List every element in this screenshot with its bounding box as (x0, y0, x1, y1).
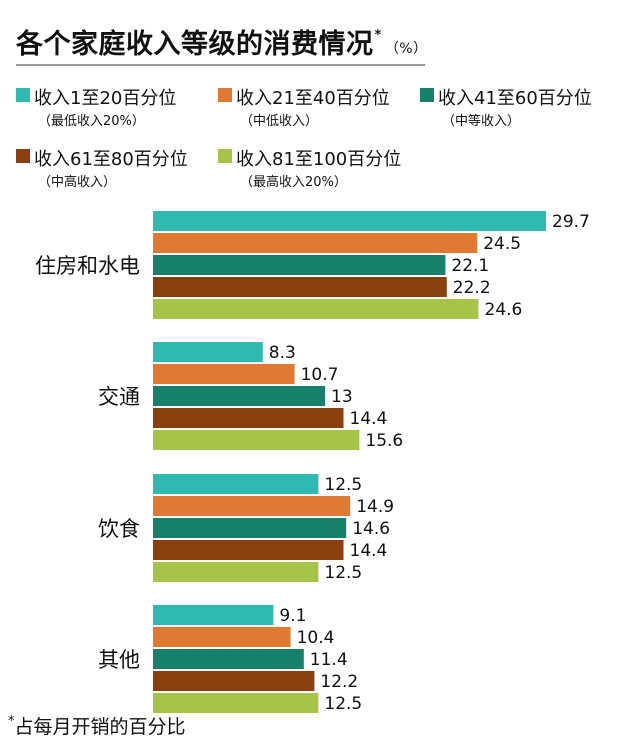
value-label: 22.1 (451, 256, 489, 276)
legend-swatch-4 (16, 149, 30, 163)
legend-sublabel-5: （最高收入20%） (240, 175, 347, 190)
bar (153, 255, 446, 275)
footnote-text: 占每月开销的百分比 (14, 716, 186, 738)
legend-label-1: 收入1至20百分位 (34, 88, 177, 109)
bar (153, 693, 319, 713)
bar (153, 671, 315, 691)
value-label: 8.3 (269, 343, 296, 363)
bar (153, 233, 478, 253)
legend-label-3: 收入41至60百分位 (438, 88, 592, 109)
footnote-mark: * (8, 714, 15, 729)
bar (153, 540, 344, 560)
legend-swatch-2 (218, 88, 232, 102)
legend-label-5: 收入81至100百分位 (236, 149, 402, 170)
chart-title: 各个家庭收入等级的消费情况*（%） (16, 22, 428, 61)
bar (153, 518, 347, 538)
value-label: 12.5 (324, 563, 362, 583)
bar (153, 342, 263, 362)
legend-swatch-1 (16, 88, 30, 102)
category-label: 其他 (98, 648, 140, 672)
bar (153, 649, 304, 669)
legend-swatch-5 (218, 149, 232, 163)
value-label: 22.2 (453, 278, 491, 298)
value-label: 10.7 (301, 365, 339, 385)
value-label: 12.2 (320, 672, 358, 692)
value-label: 10.4 (297, 628, 335, 648)
value-label: 12.5 (324, 694, 362, 714)
title-underline (16, 64, 425, 66)
bar (153, 627, 291, 647)
bar (153, 430, 360, 450)
value-label: 24.5 (483, 234, 521, 254)
bar (153, 364, 295, 384)
value-label: 29.7 (552, 212, 590, 232)
bar (153, 605, 274, 625)
value-label: 13 (331, 387, 353, 407)
bar (153, 408, 344, 428)
category-label: 交通 (98, 385, 140, 409)
footnote: *占每月开销的百分比 (8, 712, 186, 739)
value-label: 12.5 (324, 475, 362, 495)
legend-sublabel-4: （中高收入） (38, 175, 117, 190)
title-footnote-mark: * (374, 28, 382, 43)
unit-label: （%） (384, 41, 428, 57)
bar (153, 299, 479, 319)
value-label: 24.6 (485, 300, 523, 320)
value-label: 14.6 (352, 519, 390, 539)
chart-title-text: 各个家庭收入等级的消费情况 (16, 29, 374, 60)
legend-label-4: 收入61至80百分位 (34, 149, 188, 170)
value-label: 14.9 (356, 497, 394, 517)
bar (153, 474, 319, 494)
value-label: 11.4 (310, 650, 348, 670)
value-label: 9.1 (279, 606, 306, 626)
bar (153, 562, 319, 582)
legend-label-2: 收入21至40百分位 (236, 88, 390, 109)
bar (153, 211, 546, 231)
bar (153, 386, 325, 406)
legend-sublabel-1: （最低收入20%） (38, 114, 145, 129)
bar (153, 277, 447, 297)
bar (153, 496, 351, 516)
category-label: 住房和水电 (35, 254, 140, 278)
legend-swatch-3 (420, 88, 434, 102)
legend-sublabel-3: （中等收入） (442, 114, 521, 129)
legend-sublabel-2: （中低收入） (240, 114, 319, 129)
value-label: 15.6 (365, 431, 403, 451)
value-label: 14.4 (350, 541, 388, 561)
category-label: 饮食 (98, 517, 140, 541)
value-label: 14.4 (350, 409, 388, 429)
